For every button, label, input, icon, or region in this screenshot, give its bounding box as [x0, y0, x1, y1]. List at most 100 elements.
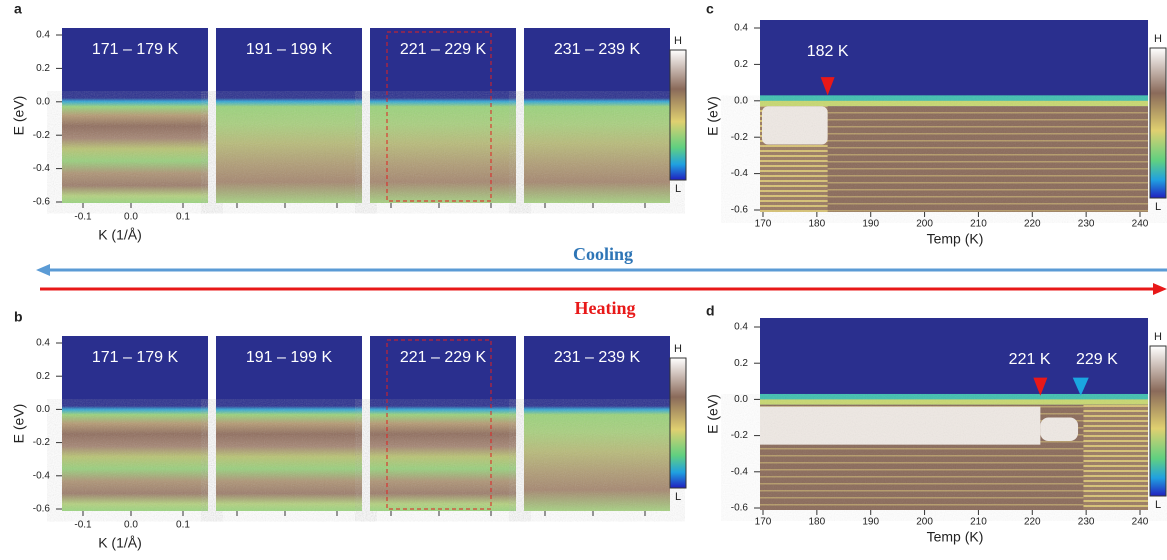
spectrum-noise	[524, 101, 670, 203]
spectrum-noise	[62, 409, 208, 511]
annotation: 221 K	[1009, 351, 1051, 368]
x-tick-label: 0.1	[176, 212, 190, 223]
x-tick-label: 190	[862, 517, 879, 528]
panel-title: 191 – 199 K	[246, 349, 333, 366]
panel-label: d	[706, 303, 715, 319]
y-tick-label: 0.0	[734, 95, 748, 106]
spectrum-noise	[760, 106, 1148, 212]
y-tick-label: 0.4	[36, 30, 50, 41]
y-tick-label: 0.2	[36, 371, 50, 382]
y-tick-label: -0.6	[33, 504, 51, 515]
y-tick-label: -0.4	[731, 168, 749, 179]
colorbar	[669, 357, 687, 489]
colorbar-high: H	[674, 35, 682, 47]
x-axis-label: K (1/Å)	[98, 227, 142, 243]
panel-title: 221 – 229 K	[400, 349, 487, 366]
colorbar	[1149, 47, 1167, 199]
x-tick-label: 230	[1078, 219, 1095, 230]
x-tick-label: 0.0	[124, 212, 138, 223]
panel-title: 171 – 179 K	[92, 41, 179, 58]
x-axis-label: Temp (K)	[927, 529, 984, 545]
x-tick-label: 240	[1132, 517, 1149, 528]
heating-arrowhead	[1153, 283, 1167, 295]
marker-blue	[1072, 377, 1089, 396]
y-tick-label: -0.4	[33, 470, 51, 481]
heating-label: Heating	[575, 298, 636, 318]
colorbar-low: L	[675, 491, 681, 503]
panel-label: c	[706, 1, 714, 17]
spectrum-noise	[216, 409, 362, 511]
colorbar-low: L	[1155, 499, 1161, 511]
y-tick-label: -0.2	[33, 130, 51, 141]
y-tick-label: -0.6	[731, 503, 749, 514]
x-tick-label: 170	[755, 219, 772, 230]
y-tick-label: 0.0	[734, 394, 748, 405]
fermi-band	[760, 95, 1148, 103]
panel-title: 221 – 229 K	[400, 41, 487, 58]
spectrum-noise	[524, 409, 670, 511]
spectrum-noise	[216, 101, 362, 203]
y-tick-label: 0.4	[36, 338, 50, 349]
figure-layer: a 171 – 179 K 191 – 199 K 221 – 229 K 231 – …	[11, 1, 1167, 551]
colorbar-low: L	[675, 183, 681, 195]
spectrum-noise	[62, 101, 208, 203]
colorbar	[1149, 345, 1167, 497]
y-tick-label: 0.2	[734, 358, 748, 369]
y-tick-label: -0.6	[731, 205, 749, 216]
x-tick-label: -0.1	[74, 212, 92, 223]
x-tick-label: 0.1	[176, 520, 190, 531]
panel-title: 191 – 199 K	[246, 41, 333, 58]
colorbar-high: H	[674, 343, 682, 355]
highlight-box	[386, 339, 492, 510]
x-axis-label: Temp (K)	[927, 231, 984, 247]
marker-red	[1033, 377, 1048, 396]
x-tick-label: 190	[862, 219, 879, 230]
y-tick-label: 0.4	[734, 23, 748, 34]
y-axis-label: E (eV)	[11, 96, 27, 136]
x-tick-label: 220	[1024, 219, 1041, 230]
panel-title: 231 – 239 K	[554, 41, 641, 58]
y-tick-label: 0.2	[734, 59, 748, 70]
x-tick-label: 0.0	[124, 520, 138, 531]
colorbar-high: H	[1154, 33, 1162, 45]
colorbar	[669, 49, 687, 181]
y-tick-label: -0.4	[731, 466, 749, 477]
x-tick-label: 180	[809, 219, 826, 230]
panel-label: b	[14, 309, 23, 325]
colorbar-high: H	[1154, 331, 1162, 343]
cooling-arrowhead	[36, 264, 50, 276]
y-tick-label: -0.4	[33, 163, 51, 174]
panel-label: a	[14, 1, 22, 17]
x-tick-label: 230	[1078, 517, 1095, 528]
fermi-band	[760, 393, 1148, 402]
x-tick-label: 170	[755, 517, 772, 528]
x-tick-label: 200	[916, 517, 933, 528]
annotation: 182 K	[807, 43, 849, 60]
y-axis-label: E (eV)	[705, 394, 721, 434]
x-tick-label: 210	[970, 517, 987, 528]
panel-title: 231 – 239 K	[554, 349, 641, 366]
x-axis-label: K (1/Å)	[98, 535, 142, 551]
colorbar-low: L	[1155, 201, 1161, 213]
x-tick-label: 240	[1132, 219, 1149, 230]
y-tick-label: -0.2	[731, 132, 749, 143]
y-tick-label: -0.2	[33, 437, 51, 448]
y-tick-label: 0.0	[36, 404, 50, 415]
y-tick-label: -0.6	[33, 197, 51, 208]
panel-title: 171 – 179 K	[92, 349, 179, 366]
y-tick-label: 0.4	[734, 322, 748, 333]
x-tick-label: 220	[1024, 517, 1041, 528]
y-tick-label: 0.0	[36, 96, 50, 107]
cooling-label: Cooling	[573, 244, 633, 264]
spectrum-noise	[760, 404, 1148, 510]
x-tick-label: -0.1	[74, 520, 92, 531]
highlight-box	[386, 31, 492, 202]
fermi-band	[760, 100, 1148, 107]
x-tick-label: 200	[916, 219, 933, 230]
y-tick-label: 0.2	[36, 63, 50, 74]
marker-red	[820, 77, 835, 96]
y-axis-label: E (eV)	[705, 96, 721, 136]
fermi-band	[760, 399, 1148, 405]
y-axis-label: E (eV)	[11, 404, 27, 444]
